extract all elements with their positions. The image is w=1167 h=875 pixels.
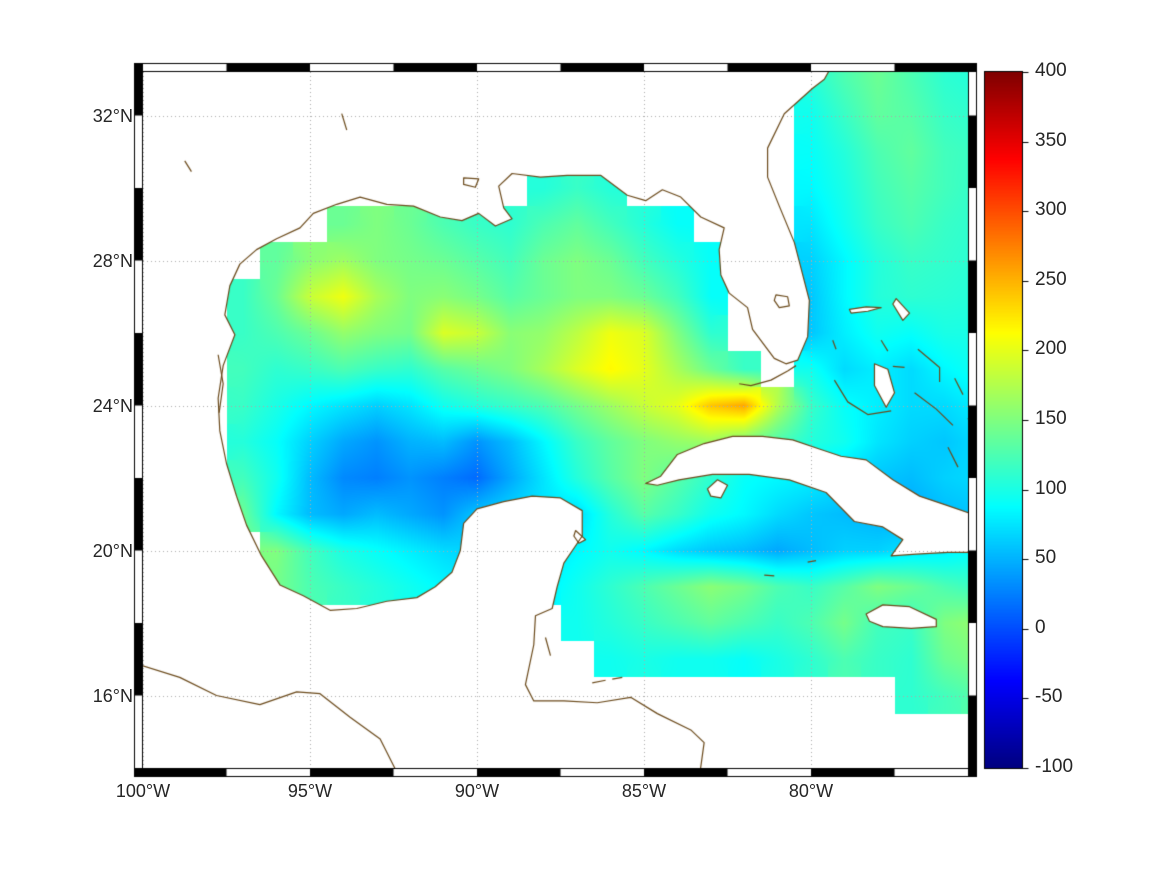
lon-tick-label: 80°W (788, 781, 834, 801)
lat-tick-label: 16°N (92, 686, 133, 706)
lat-tick-label: 20°N (92, 541, 133, 561)
colorbar-tick-label: 0 (1035, 617, 1046, 638)
colorbar-tick-label: -100 (1035, 756, 1074, 777)
colorbar-tick-label: 350 (1035, 130, 1067, 151)
colorbar-tick-label: 300 (1035, 199, 1067, 220)
lon-tick-label: 95°W (287, 781, 333, 801)
lon-tick-label: 90°W (454, 781, 500, 801)
colorbar-tick-label: 400 (1035, 60, 1067, 81)
lat-tick-label: 28°N (92, 251, 133, 271)
map-plot-canvas (130, 59, 981, 781)
colorbar-tick-label: 50 (1035, 547, 1057, 568)
colorbar-tick-label: 250 (1035, 269, 1067, 290)
lon-tick-label: 85°W (621, 781, 667, 801)
colorbar-tick-label: -50 (1035, 686, 1063, 707)
colorbar-tick-label: 100 (1035, 478, 1067, 499)
lon-tick-label: 100°W (115, 781, 171, 801)
colorbar-tick-label: 150 (1035, 408, 1067, 429)
colorbar-tick-label: 200 (1035, 338, 1067, 359)
lat-tick-label: 24°N (92, 396, 133, 416)
lat-tick-label: 32°N (92, 106, 133, 126)
colorbar-canvas (983, 70, 1040, 770)
